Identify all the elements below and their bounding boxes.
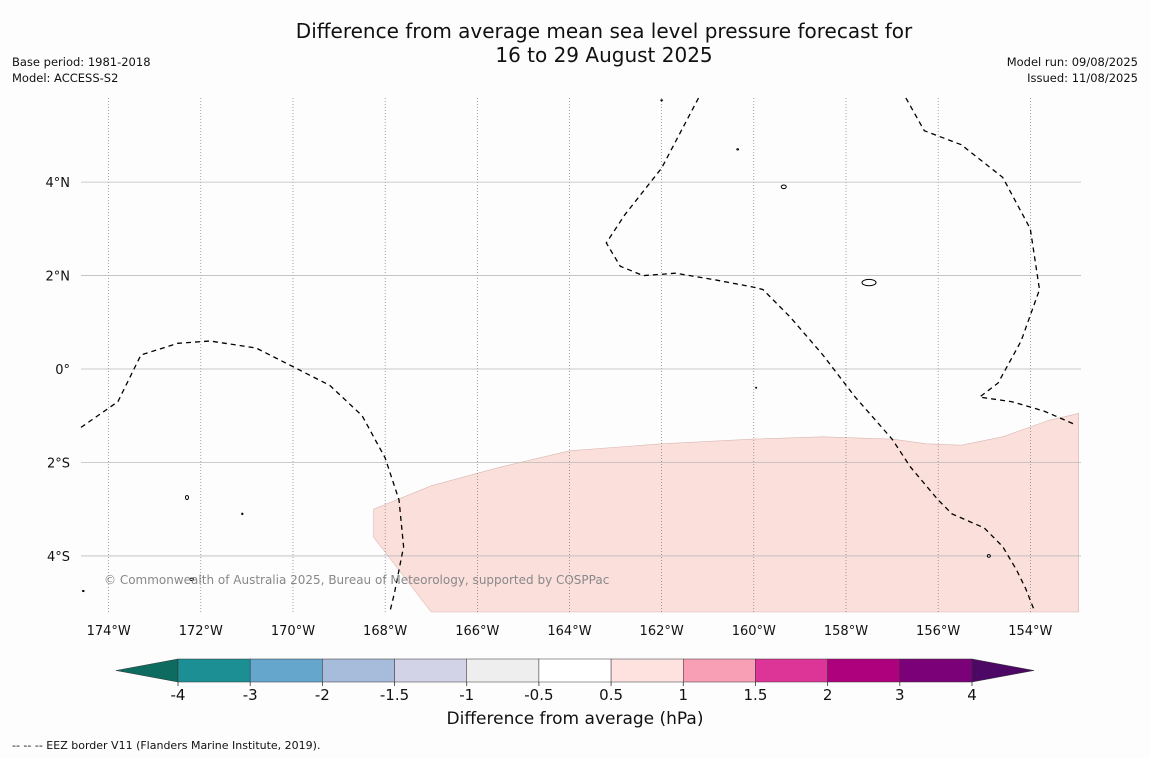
model-name: Model: ACCESS-S2 [12,71,119,85]
lon-tick-label: 156°W [916,624,960,639]
colorbar-tick-label: 4 [967,686,977,704]
eez-border-line [605,97,1036,613]
colorbar-bin [755,658,828,683]
colorbar-tick-label: -4 [171,686,186,704]
lon-tick-label: 160°W [732,624,776,639]
colorbar-high-extend-arrow [971,658,1035,683]
small-island [241,512,244,516]
small-island [736,148,740,151]
colorbar-tick-label: 3 [895,686,905,704]
colorbar-bin [177,658,251,683]
colorbar-tick-label: -3 [243,686,258,704]
model-run: Model run: 09/08/2025 [1006,55,1138,69]
lon-tick-label: 162°W [640,624,684,639]
meta-left: Base period: 1981-2018 Model: ACCESS-S2 [12,54,151,86]
baker-island [184,495,189,501]
lon-tick-label: 172°W [179,624,223,639]
colorbar-low-extend-arrow [115,658,179,683]
colorbar-bin [249,658,323,683]
lon-tick-label: 164°W [547,624,591,639]
lon-tick-label: 174°W [87,624,131,639]
colorbar-bin [827,658,901,683]
colorbar-bin [322,658,395,683]
eez-border-line [905,97,1077,426]
issued-date: Issued: 11/08/2025 [1027,71,1138,85]
map-panel: 174°W 172°W 170°W 168°W 166°W 164°W 162°W 160°W… [46,97,1081,639]
meta-right: Model run: 09/08/2025 Issued: 11/08/2025 [1007,54,1138,86]
palmyra-atoll [780,184,787,190]
colorbar: -4 -3 -2 -1.5 -1 -0.5 0.5 1 1.5 2 3 4 [115,658,1035,704]
title-line-2: 16 to 29 August 2025 [495,43,713,67]
colorbar-label: Difference from average (hPa) [446,709,704,729]
lon-tick-label: 170°W [271,624,315,639]
base-period: Base period: 1981-2018 [12,55,151,69]
colorbar-bin [538,658,612,683]
colorbar-tick-label: -1 [459,686,474,704]
small-island [82,589,85,593]
small-island [755,386,758,389]
colorbar-tick-label: 2 [823,686,833,704]
colorbar-bin [899,658,973,683]
colorbar-tick-label: 1 [678,686,688,704]
copyright-notice: © Commonwealth of Australia 2025, Bureau… [104,573,609,587]
eez-footnote: -- -- -- EEZ border V11 (Flanders Marine… [12,739,321,752]
colorbar-bin [683,658,756,683]
lat-tick-label: 4°S [47,550,70,565]
chart-title: Difference from average mean sea level p… [0,19,1150,67]
colorbar-bin [466,658,540,683]
lat-tick-label: 0° [55,363,70,378]
small-island [986,554,991,558]
lon-tick-label: 158°W [824,624,868,639]
small-island [660,99,663,102]
colorbar-bin [610,658,684,683]
small-island [189,577,194,581]
eez-border-line [80,340,405,613]
lat-tick-label: 2°S [47,456,70,471]
colorbar-tick-label: -1.5 [380,686,409,704]
lon-tick-label: 154°W [1008,624,1052,639]
lat-tick-label: 4°N [46,176,71,191]
anomaly-region-0.5-to-1 [373,413,1079,613]
colorbar-tick-label: -0.5 [524,686,553,704]
colorbar-bin [394,658,467,683]
colorbar-tick-label: 0.5 [599,686,623,704]
lat-tick-label: 2°N [46,270,71,285]
colorbar-tick-label: -2 [315,686,330,704]
colorbar-tick-label: 1.5 [744,686,768,704]
lon-tick-label: 166°W [455,624,499,639]
lon-tick-label: 168°W [363,624,407,639]
kiritimati-island [861,278,877,287]
title-line-1: Difference from average mean sea level p… [295,19,913,43]
